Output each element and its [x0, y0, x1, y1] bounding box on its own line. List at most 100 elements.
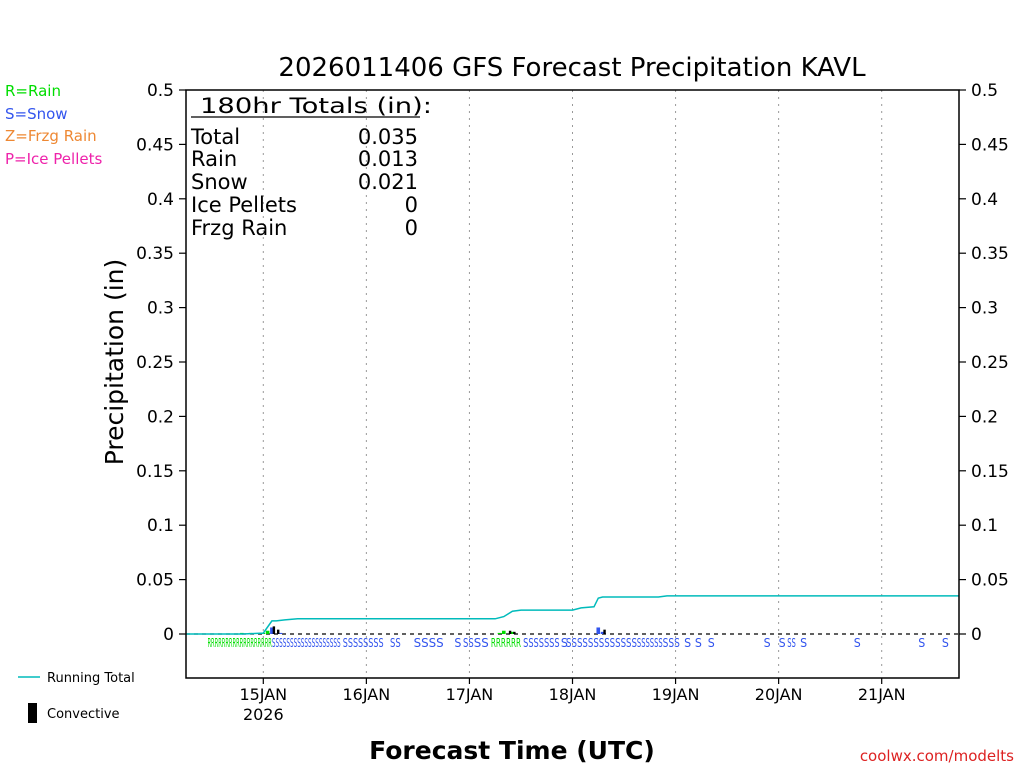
y-tick-label-left: 0.45 — [136, 135, 174, 155]
totals-row-value: 0.021 — [358, 170, 418, 194]
y-tick-label-left: 0.35 — [136, 244, 174, 264]
convective-bar — [276, 629, 280, 634]
x-tick-label: 20JAN — [755, 685, 803, 704]
precip-type-letters: S — [454, 636, 461, 650]
y-tick-label-right: 0.25 — [971, 353, 1009, 373]
totals-box: 180hr Totals (in): Total 0.035 Rain 0.01… — [190, 94, 432, 240]
period-bars — [240, 627, 605, 634]
y-tick-label-left: 0.3 — [147, 299, 174, 319]
y-tick-label-left: 0 — [163, 625, 174, 645]
chart-title: 2026011406 GFS Forecast Precipitation KA… — [278, 53, 866, 83]
precip-bar — [278, 632, 283, 634]
grid-lines — [262, 90, 883, 674]
precip-type-letters: SSSSSSSS — [343, 636, 384, 650]
x-axis-label: Forecast Time (UTC) — [369, 736, 655, 765]
y-tick-label-right: 0.45 — [971, 135, 1009, 155]
y-tick-label-right: 0.2 — [971, 407, 998, 427]
precip-type-letters: RRRRRR — [491, 636, 521, 650]
legend-freezing-rain: Z=Frzg Rain — [5, 127, 97, 145]
y-tick-label-right: 0.4 — [971, 190, 998, 210]
totals-row-label: Total — [190, 125, 240, 149]
precip-type-letters: S — [800, 636, 807, 650]
precip-type-letters: SS — [787, 636, 796, 650]
y-tick-label-right: 0.15 — [971, 462, 1009, 482]
precip-type-letters: SSSSSS — [637, 636, 663, 650]
precip-type-letters: SS — [390, 636, 401, 650]
convective-bar — [272, 626, 276, 634]
convective-bar — [508, 630, 512, 634]
totals-title: 180hr Totals (in): — [200, 94, 432, 118]
precip-bar — [600, 631, 605, 634]
x-tick-year-label: 2026 — [243, 705, 284, 724]
y-tick-label-left: 0.5 — [147, 81, 174, 101]
y-axis-label: Precipitation (in) — [100, 259, 129, 466]
legend-snow: S=Snow — [5, 105, 68, 123]
y-tick-label-right: 0.05 — [971, 571, 1009, 591]
y-tick-label-right: 0 — [971, 625, 982, 645]
precip-type-letters: SSSSSSSSSSSSS — [566, 636, 637, 650]
precip-bar — [510, 631, 515, 634]
running-total-line — [186, 595, 959, 635]
y-tick-label-right: 0.3 — [971, 299, 998, 319]
x-tick-label: 16JAN — [343, 685, 391, 704]
totals-row-label: Snow — [191, 170, 248, 194]
x-tick-label: 21JAN — [858, 685, 906, 704]
precip-type-letters: S — [918, 636, 925, 650]
precip-bar — [497, 632, 502, 634]
totals-row-label: Frzg Rain — [191, 216, 287, 240]
precip-type-letters: S — [684, 636, 691, 650]
y-tick-label-left: 0.4 — [147, 190, 174, 210]
precip-type-letters: SSSSSSSSSSSSSSSSSSS — [272, 636, 341, 650]
totals-row-label: Ice Pellets — [191, 193, 297, 217]
line-legend: Running Total Convective — [18, 671, 135, 723]
y-tick-label-right: 0.5 — [971, 81, 998, 101]
x-tick-label: 18JAN — [549, 685, 597, 704]
legend-ice-pellets: P=Ice Pellets — [5, 150, 102, 168]
precip-type-letters: S — [942, 636, 949, 650]
precip-type-letters: S — [779, 636, 786, 650]
totals-row-value: 0 — [405, 216, 418, 240]
y-tick-label-left: 0.2 — [147, 407, 174, 427]
precip-type-strip: RRRRRRRRRRRRRRRRRR SSSSSSSSSSSSSSSSSSS SSS… — [207, 636, 948, 650]
x-tick-label: 17JAN — [446, 685, 494, 704]
plot-frame — [185, 89, 960, 679]
y-axis-ticks: 0 00.05 0.050.1 0.10.15 0.150.2 0.20.25 0.250.… — [136, 81, 1009, 645]
totals-row-value: 0.013 — [358, 147, 418, 171]
y-tick-label-right: 0.1 — [971, 516, 998, 536]
x-tick-label: 15JAN — [239, 685, 287, 704]
legend-rain: R=Rain — [5, 82, 61, 100]
precip-type-letters: S — [764, 636, 771, 650]
precip-type-letters: S — [561, 636, 568, 650]
precip-type-letters: SSSSSSS — [523, 636, 560, 650]
y-tick-label-left: 0.1 — [147, 516, 174, 536]
totals-row-value: 0 — [405, 193, 418, 217]
precip-type-letters: S — [708, 636, 715, 650]
y-tick-label-left: 0.15 — [136, 462, 174, 482]
convective-bars — [272, 626, 606, 634]
precip-type-letters: SS — [463, 636, 474, 650]
precip-bar — [265, 630, 270, 634]
precip-type-letters: SS — [474, 636, 489, 650]
convective-bar — [603, 629, 606, 634]
totals-row-label: Rain — [191, 147, 237, 171]
x-tick-label: 19JAN — [652, 685, 700, 704]
totals-row-value: 0.035 — [358, 125, 418, 149]
y-tick-label-left: 0.25 — [136, 353, 174, 373]
precip-type-letters: SSSS — [414, 636, 444, 650]
y-tick-label-right: 0.35 — [971, 244, 1009, 264]
y-tick-label-left: 0.05 — [136, 571, 174, 591]
running-total-legend-label: Running Total — [47, 671, 135, 686]
precip-bar — [270, 627, 274, 634]
type-legend: R=Rain S=Snow Z=Frzg Rain P=Ice Pellets — [5, 82, 102, 168]
precip-type-letters: RRRRRRRRRRRRRRRRRR — [207, 636, 271, 650]
precip-type-letters: SSS — [663, 636, 680, 650]
precip-type-letters: S — [854, 636, 861, 650]
convective-legend-swatch — [28, 703, 37, 723]
convective-legend-label: Convective — [47, 707, 120, 722]
convective-bar — [513, 631, 516, 634]
credit-text: coolwx.com/modelts — [860, 747, 1014, 765]
precip-bar — [501, 630, 506, 634]
precip-type-letters: S — [695, 636, 702, 650]
